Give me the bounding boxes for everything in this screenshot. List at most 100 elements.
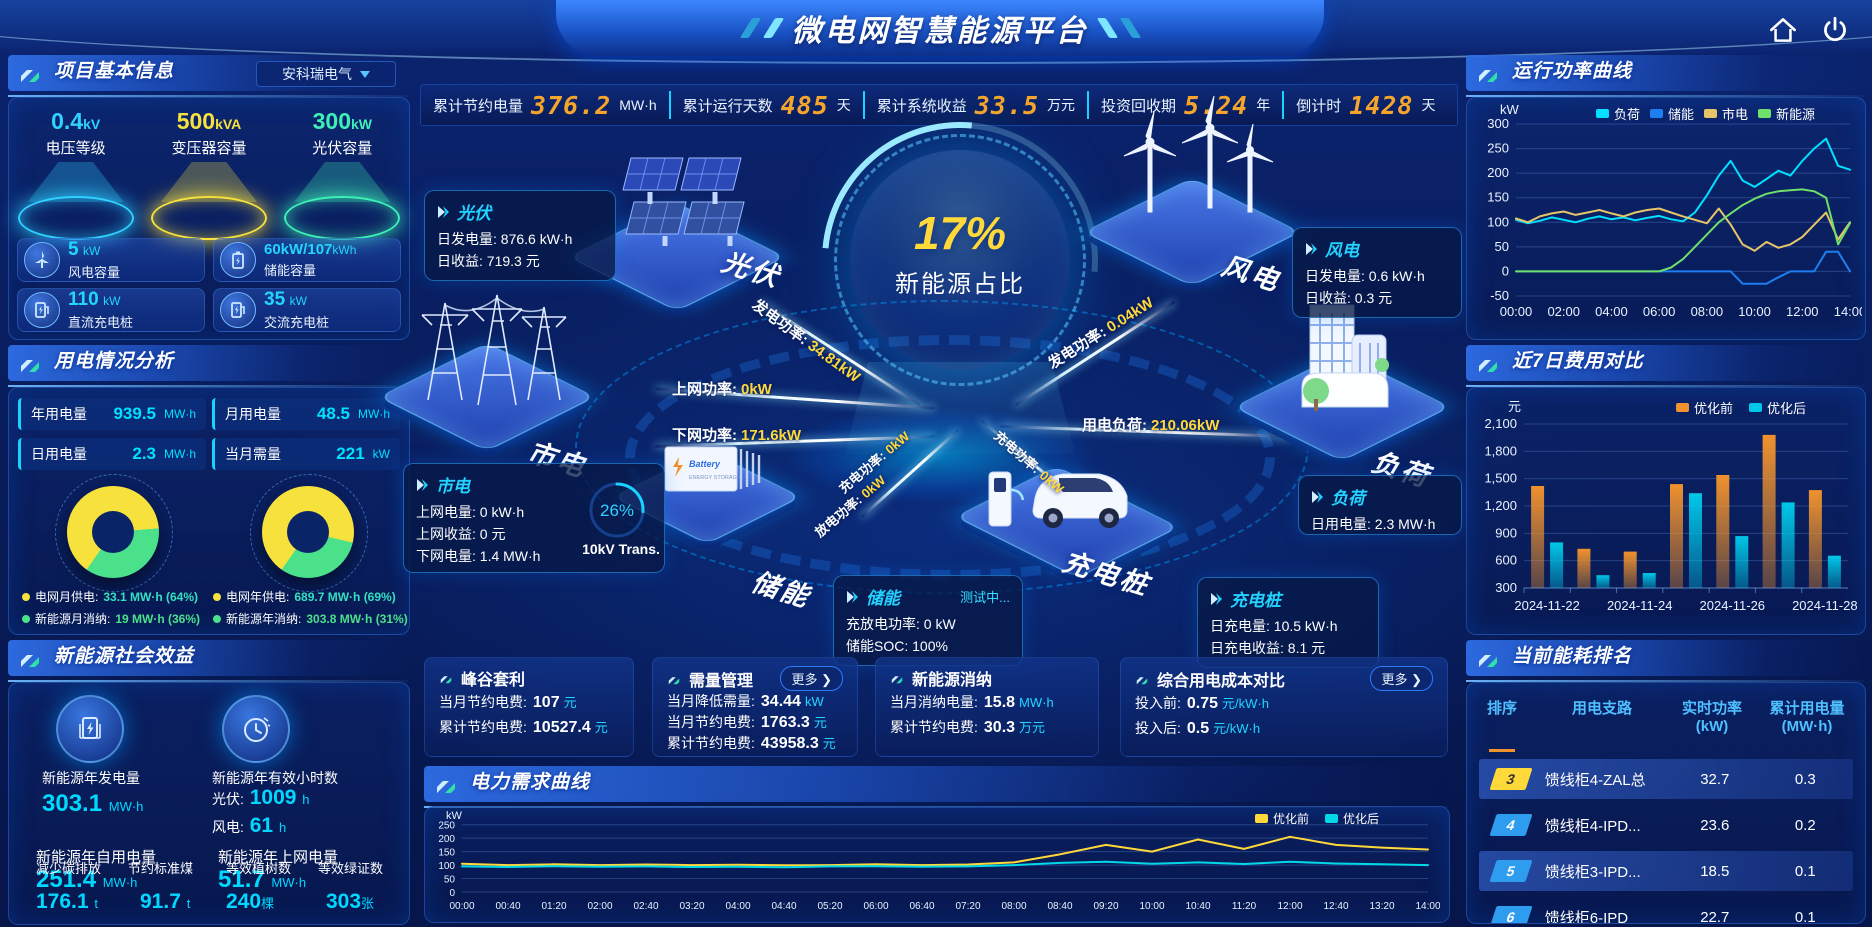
kpi-payback-period: 投资回收期 5.24 年 bbox=[1087, 91, 1282, 120]
svg-text:00:40: 00:40 bbox=[495, 901, 520, 912]
branch-name: 馈线柜6-IPD bbox=[1544, 909, 1629, 924]
chip-unit: kW bbox=[103, 294, 121, 308]
panel-cost-compare-header: 近7日费用对比 bbox=[1466, 345, 1864, 387]
pedestal-label: 电压等级 bbox=[45, 140, 106, 157]
benefit-certs-value: 303张 bbox=[326, 890, 375, 913]
panel-title: 运行功率曲线 bbox=[1512, 61, 1633, 82]
total-energy: 0.2 bbox=[1794, 816, 1816, 834]
pedestal-ring bbox=[150, 196, 267, 240]
panel-title: 用电情况分析 bbox=[54, 351, 175, 372]
legend-item-after[interactable]: 优化后 bbox=[1749, 398, 1806, 417]
svg-text:12:40: 12:40 bbox=[1323, 901, 1348, 912]
flow-grid-up: 上网功率: 0kW bbox=[672, 381, 772, 398]
panel-corner-icon bbox=[437, 781, 455, 793]
legend-item-grid[interactable]: 市电 bbox=[1704, 104, 1748, 123]
flow-load-power: 用电负荷: 210.06kW bbox=[1082, 417, 1220, 434]
title-decoration bbox=[1096, 18, 1118, 38]
kpi-run-days: 累计运行天数 485 天 bbox=[668, 91, 863, 120]
dc-charger-icon bbox=[24, 292, 60, 328]
title-decoration bbox=[1119, 18, 1141, 38]
more-button[interactable]: 更多 ❯ bbox=[780, 666, 843, 691]
rank-row-3[interactable]: 5 馈线柜3-IPD... 18.5 0.1 bbox=[1479, 851, 1853, 891]
panel-corner-icon bbox=[21, 655, 39, 667]
donut-orbit-ring bbox=[55, 474, 173, 592]
usage-box-year: 年用电量 939.5 MW·h bbox=[18, 398, 206, 430]
col-energy: 累计用电量 (MW·h) bbox=[1769, 700, 1845, 735]
panel-corner-icon bbox=[1479, 70, 1497, 82]
total-energy: 0.1 bbox=[1794, 862, 1816, 880]
svg-text:0: 0 bbox=[1502, 263, 1509, 278]
cost-compare-chart: 300 600 900 1,200 1,500 1,800 2,100 2024-11-22 2… bbox=[1484, 416, 1857, 613]
svg-text:10:40: 10:40 bbox=[1185, 901, 1210, 912]
panel-demand-curve-header: 电力需求曲线 bbox=[424, 766, 1448, 808]
svg-text:07:20: 07:20 bbox=[955, 901, 980, 912]
legend-item-before[interactable]: 优化前 bbox=[1676, 398, 1733, 417]
svg-text:1,800: 1,800 bbox=[1484, 443, 1517, 458]
core-ring-dashed bbox=[834, 134, 1086, 386]
svg-text:1,200: 1,200 bbox=[1484, 498, 1517, 513]
gauge-label: 10kV Trans. bbox=[582, 541, 660, 557]
realtime-power: 23.6 bbox=[1700, 816, 1730, 834]
pedestal-value: 300 bbox=[312, 108, 351, 134]
benefit-self-use-label: 新能源年自用电量 bbox=[36, 849, 157, 866]
legend-month-grid: 电网月供电: 33.1 MW·h (64%) bbox=[22, 588, 198, 605]
pv-info-card: 光伏 日发电量: 876.6 kW·h 日收益: 719.3 元 bbox=[424, 190, 616, 281]
company-select[interactable]: 安科瑞电气 bbox=[256, 61, 396, 87]
ev-info-card: 充电桩 日充电量: 10.5 kW·h 日充电收益: 8.1 元 bbox=[1197, 577, 1379, 668]
panel-title: 新能源社会效益 bbox=[54, 646, 195, 667]
svg-text:250: 250 bbox=[1487, 141, 1509, 156]
transformer-gauge: 26% bbox=[589, 482, 645, 538]
svg-text:14:00: 14:00 bbox=[1415, 901, 1440, 912]
donut-month-supply bbox=[67, 486, 159, 578]
svg-text:00:00: 00:00 bbox=[1500, 304, 1533, 319]
benefit-coal-value: 91.7 t bbox=[140, 890, 191, 913]
chevron-right-icon bbox=[1312, 490, 1323, 503]
legend-item-before[interactable]: 优化前 bbox=[1255, 810, 1309, 827]
solar-panels-icon bbox=[622, 157, 745, 246]
ac-charger-icon bbox=[220, 292, 256, 328]
card-title: 负荷 bbox=[1331, 489, 1365, 508]
svg-text:09:20: 09:20 bbox=[1093, 901, 1118, 912]
card-renewable-consumption: 新能源消纳 当月消纳电量: 15.8 MW·h 累计节约电费: 30.3 万元 bbox=[875, 657, 1099, 757]
rank-row-4[interactable]: 6 馈线柜6-IPD 22.7 0.1 bbox=[1479, 897, 1853, 924]
home-icon[interactable] bbox=[1766, 13, 1800, 47]
legend-item-load[interactable]: 负荷 bbox=[1596, 104, 1640, 123]
wind-info-card: 风电 日发电量: 0.6 kW·h 日收益: 0.3 元 bbox=[1292, 227, 1462, 318]
panel-usage-analysis-header: 用电情况分析 bbox=[8, 345, 408, 387]
cost-legend: 优化前 优化后 bbox=[1676, 398, 1806, 417]
more-button[interactable]: 更多 ❯ bbox=[1370, 666, 1433, 691]
panel-title: 当前能耗排名 bbox=[1512, 646, 1633, 667]
svg-text:1,500: 1,500 bbox=[1484, 471, 1517, 486]
svg-text:Battery: Battery bbox=[689, 459, 721, 469]
pedestal-unit: kW bbox=[351, 116, 372, 132]
card-corner-icon bbox=[891, 676, 903, 684]
legend-item-renewable[interactable]: 新能源 bbox=[1758, 104, 1815, 123]
power-curve-chart: -50 0 50 100 150 200 250 300 00:00 02:00 04:00 06:0… bbox=[1487, 116, 1862, 319]
chevron-right-icon bbox=[847, 590, 858, 603]
pedestal-light-cone bbox=[160, 162, 257, 202]
ev-car-charger-icon bbox=[988, 471, 1128, 528]
capacity-chip-dc-charger: 110 kW 直流充电桩 bbox=[17, 288, 205, 332]
svg-text:00:00: 00:00 bbox=[449, 901, 474, 912]
col-branch: 用电支路 bbox=[1571, 700, 1632, 717]
branch-name: 馈线柜4-IPD... bbox=[1544, 817, 1641, 835]
kpi-energy-saved: 累计节约电量 376.2 MW·h bbox=[433, 90, 657, 120]
rank-row-1[interactable]: 3 馈线柜4-ZAL总 32.7 0.3 bbox=[1479, 759, 1853, 799]
card-cost-comparison: 综合用电成本对比 更多 ❯ 投入前: 0.75 元/kW·h 投入后: 0.5 元/kW·… bbox=[1120, 657, 1448, 757]
power-legend: 负荷 储能 市电 新能源 bbox=[1596, 104, 1815, 123]
power-icon[interactable] bbox=[1818, 13, 1852, 47]
svg-text:200: 200 bbox=[438, 834, 455, 845]
legend-item-after[interactable]: 优化后 bbox=[1325, 810, 1379, 827]
benefit-hours-wind: 风电: 61 h bbox=[212, 814, 287, 837]
chip-label: 交流充电桩 bbox=[264, 315, 330, 330]
svg-text:100: 100 bbox=[1487, 214, 1509, 229]
page-title: 微电网智慧能源平台 bbox=[791, 15, 1089, 48]
rank-row-2[interactable]: 4 馈线柜4-IPD... 23.6 0.2 bbox=[1479, 805, 1853, 845]
legend-item-storage[interactable]: 储能 bbox=[1650, 104, 1694, 123]
pedestal-unit: kVA bbox=[215, 116, 242, 132]
realtime-power: 18.5 bbox=[1700, 862, 1730, 880]
panel-corner-icon bbox=[21, 70, 39, 82]
capacity-chip-wind: 5 kW 风电容量 bbox=[17, 238, 205, 282]
panel-title: 近7日费用对比 bbox=[1512, 351, 1644, 372]
grid-info-card: 市电 上网电量: 0 kW·h 上网收益: 0 元 下网电量: 1.4 MW·h bbox=[403, 463, 665, 573]
